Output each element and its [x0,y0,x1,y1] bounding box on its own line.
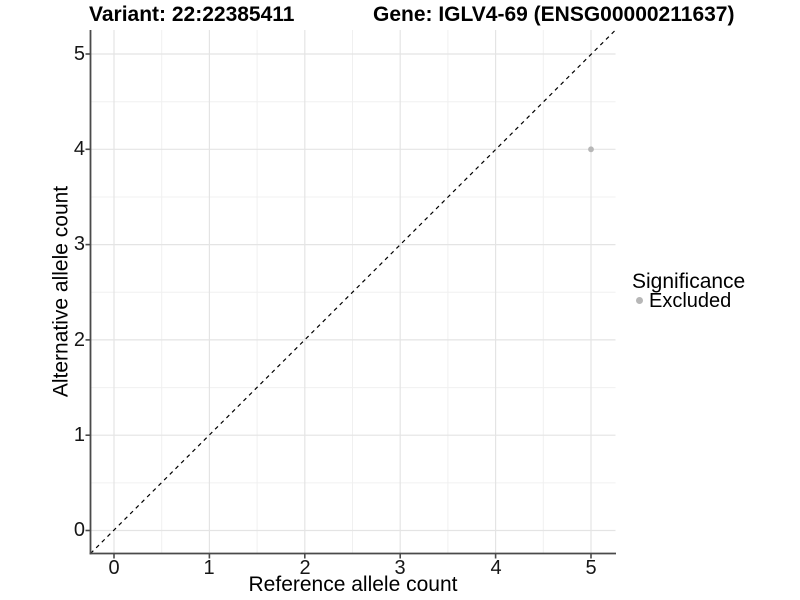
data-point [588,146,594,153]
x-tick-label-0: 0 [108,557,120,579]
x-tick-label-4: 4 [490,557,502,579]
x-axis-title: Reference allele count [248,573,458,596]
plot-title-gene: Gene: IGLV4-69 (ENSG00000211637) [373,3,735,26]
y-tick-label-3: 3 [73,233,85,255]
identity-dashed-line [90,29,616,554]
y-axis-title: Alternative allele count [49,185,73,398]
y-tick-label-5: 5 [73,43,85,65]
y-tick-label-4: 4 [73,138,85,160]
legend-excluded-dot-icon [636,297,643,304]
plot-title-variant: Variant: 22:22385411 [89,3,295,26]
y-tick-label-1: 1 [73,424,85,446]
x-tick-label-3: 3 [394,557,406,579]
x-tick-label-1: 1 [203,557,215,579]
tick-marks [85,53,592,559]
minor-gridlines [90,30,616,554]
legend-item-excluded: Excluded [649,290,732,312]
y-tick-label-2: 2 [73,329,85,351]
y-tick-label-0: 0 [73,519,85,541]
major-gridlines [90,30,616,554]
axis-lines [89,30,616,555]
x-tick-label-5: 5 [585,557,597,579]
x-tick-label-2: 2 [299,557,311,579]
legend-title: Significance [632,270,746,293]
